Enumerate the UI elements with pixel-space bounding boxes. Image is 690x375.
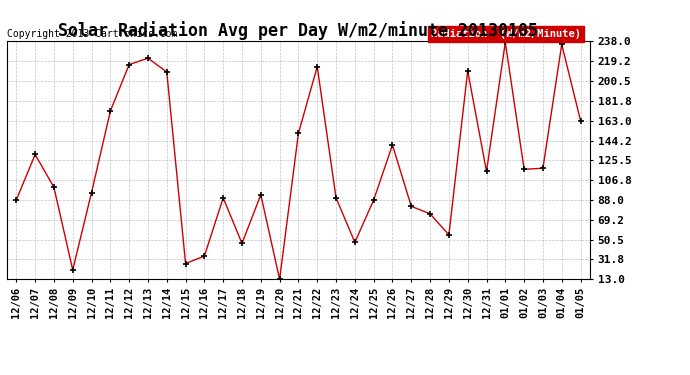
Radiation  (W/m2/Minute) [370,198,378,202]
Radiation  (W/m2/Minute) [520,167,529,171]
Radiation  (W/m2/Minute) [50,185,58,189]
Radiation  (W/m2/Minute) [294,131,302,136]
Radiation  (W/m2/Minute) [257,192,265,197]
Line: Radiation  (W/m2/Minute): Radiation (W/m2/Minute) [13,39,584,283]
Radiation  (W/m2/Minute) [445,232,453,237]
Radiation  (W/m2/Minute) [275,277,284,282]
Radiation  (W/m2/Minute) [31,152,39,157]
Radiation  (W/m2/Minute) [200,254,208,258]
Radiation  (W/m2/Minute) [464,69,472,73]
Radiation  (W/m2/Minute) [238,241,246,246]
Radiation  (W/m2/Minute) [407,204,415,209]
Radiation  (W/m2/Minute) [351,240,359,244]
Radiation  (W/m2/Minute) [501,40,509,45]
Radiation  (W/m2/Minute) [539,166,547,171]
Text: Radiation  (W/m2/Minute): Radiation (W/m2/Minute) [431,29,581,39]
Title: Solar Radiation Avg per Day W/m2/minute 20130105: Solar Radiation Avg per Day W/m2/minute … [59,21,538,40]
Radiation  (W/m2/Minute) [181,261,190,266]
Radiation  (W/m2/Minute) [576,118,584,123]
Radiation  (W/m2/Minute) [12,198,21,202]
Text: Copyright 2013 Cartronics.com: Copyright 2013 Cartronics.com [7,29,177,39]
Radiation  (W/m2/Minute) [144,56,152,60]
Radiation  (W/m2/Minute) [332,196,340,200]
Radiation  (W/m2/Minute) [313,64,322,69]
Radiation  (W/m2/Minute) [482,169,491,174]
Radiation  (W/m2/Minute) [125,62,133,67]
Radiation  (W/m2/Minute) [219,196,227,200]
Radiation  (W/m2/Minute) [163,70,171,74]
Radiation  (W/m2/Minute) [426,211,434,216]
Radiation  (W/m2/Minute) [388,143,397,147]
Radiation  (W/m2/Minute) [68,268,77,272]
Radiation  (W/m2/Minute) [88,190,96,195]
Radiation  (W/m2/Minute) [106,109,115,113]
Radiation  (W/m2/Minute) [558,42,566,46]
